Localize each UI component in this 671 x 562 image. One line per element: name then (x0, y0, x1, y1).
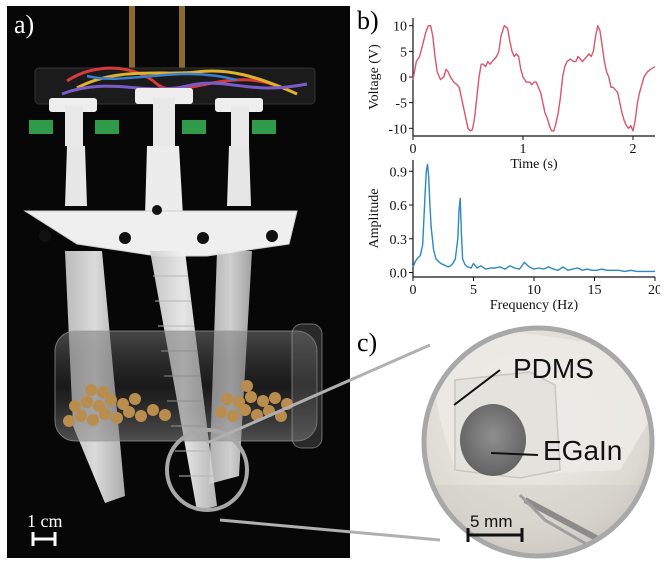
panel-label-b: b) (357, 6, 379, 35)
y-tick-label: 0.6 (390, 199, 408, 214)
x-tick-label: 15 (588, 283, 602, 298)
x-tick-label: 0 (410, 283, 417, 298)
y-tick-label: 0.9 (390, 165, 408, 180)
fft-chart-xlabel: Frequency (Hz) (490, 298, 579, 313)
scale-bar-1cm (31, 532, 57, 546)
y-tick-label: -10 (388, 122, 407, 137)
mounting-rod (129, 6, 135, 76)
fft-series (412, 163, 655, 273)
x-tick-label: 20 (648, 283, 660, 298)
robot-gripper-illustration (23, 6, 323, 546)
x-tick-label: 2 (630, 142, 637, 157)
zoom-source-circle (165, 428, 249, 512)
x-tick-label: 1 (520, 142, 527, 157)
y-tick-label: 0.0 (390, 267, 408, 282)
amplitude-frequency-chart: 0 5 10 15 20 0.0 0.3 0.6 0.9 Frequency (Hz) Ampl… (367, 160, 660, 313)
voltage-chart-axes: 0 1 2 -10 -5 0 5 10 (388, 18, 655, 157)
voltage-series (412, 25, 656, 132)
y-tick-label: 0.3 (390, 233, 408, 248)
x-tick-label: 5 (470, 283, 477, 298)
voltage-chart-xlabel: Time (s) (510, 157, 558, 172)
x-tick-label: 10 (527, 283, 541, 298)
panel-label-c: c) (357, 328, 378, 357)
y-tick-label: 0 (400, 71, 407, 86)
fft-chart-ylabel: Amplitude (367, 189, 382, 249)
egain-electrode (460, 404, 526, 476)
scale-bar-5mm (466, 528, 524, 542)
series-line-0 (412, 163, 655, 273)
y-tick-label: -5 (395, 97, 407, 112)
fft-chart-axes: 0 5 10 15 20 0.0 0.3 0.6 0.9 (390, 160, 660, 298)
series-line-0 (412, 25, 656, 132)
label-egain: EGaIn (543, 435, 623, 466)
panel-a-photo: a) 1 cm (7, 6, 350, 558)
scale-label-5mm: 5 mm (470, 512, 513, 531)
y-tick-label: 10 (393, 20, 407, 35)
scale-label-1cm: 1 cm (27, 511, 63, 531)
voltage-time-chart: 0 1 2 -10 -5 0 5 10 Time (s) Voltage (V) (367, 18, 656, 172)
y-tick-label: 5 (400, 45, 407, 60)
label-pdms: PDMS (513, 353, 594, 384)
beans (63, 380, 293, 427)
panel-label-a: a) (14, 10, 35, 39)
mounting-rod (179, 6, 185, 76)
voltage-chart-ylabel: Voltage (V) (367, 44, 382, 110)
x-tick-label: 0 (410, 142, 417, 157)
